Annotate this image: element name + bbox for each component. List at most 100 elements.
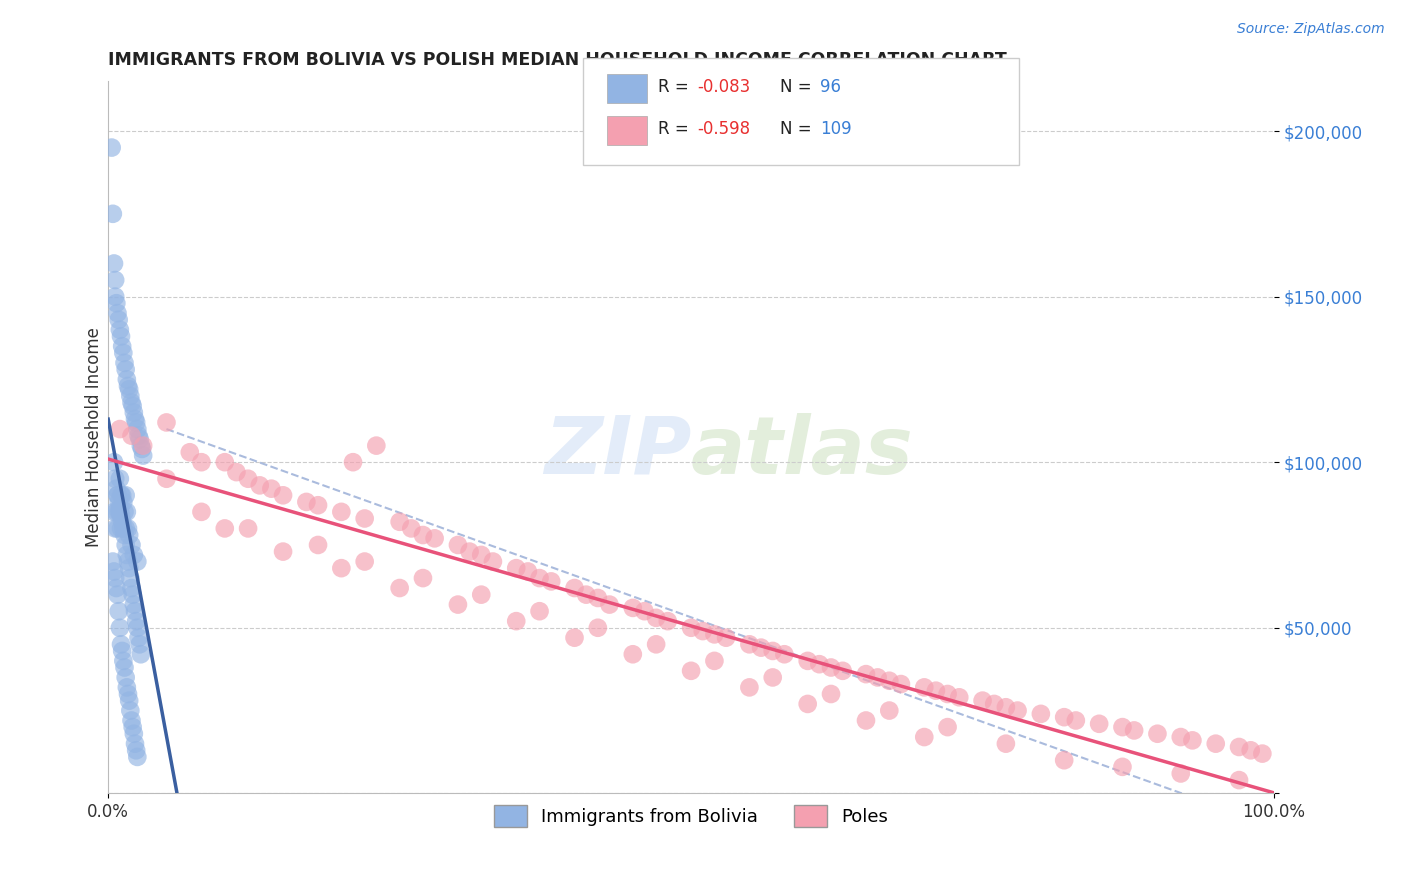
Point: [505, 561, 527, 575]
Point: [983, 697, 1005, 711]
Point: [114, 660, 136, 674]
Point: [114, 521, 136, 535]
Point: [190, 455, 212, 469]
Point: [879, 704, 901, 718]
Point: [330, 561, 353, 575]
Point: [111, 339, 134, 353]
Point: [114, 538, 136, 552]
Point: [271, 488, 294, 502]
Point: [114, 356, 136, 370]
Point: [1064, 714, 1087, 728]
Point: [128, 432, 150, 446]
Point: [108, 621, 131, 635]
Point: [1240, 743, 1263, 757]
Text: N =: N =: [780, 120, 817, 137]
Point: [112, 521, 135, 535]
Point: [762, 644, 785, 658]
Point: [131, 442, 153, 456]
Point: [994, 737, 1017, 751]
Point: [936, 687, 959, 701]
Point: [703, 627, 725, 641]
Point: [749, 640, 772, 655]
Point: [879, 673, 901, 688]
Point: [120, 389, 142, 403]
Point: [1053, 710, 1076, 724]
Point: [103, 455, 125, 469]
Point: [831, 664, 853, 678]
Legend: Immigrants from Bolivia, Poles: Immigrants from Bolivia, Poles: [486, 797, 896, 834]
Point: [107, 495, 129, 509]
Point: [104, 521, 127, 535]
Point: [412, 571, 434, 585]
Point: [621, 600, 644, 615]
Text: N =: N =: [780, 78, 817, 95]
Point: [190, 505, 212, 519]
Point: [125, 743, 148, 757]
Point: [107, 306, 129, 320]
Point: [738, 681, 761, 695]
Point: [470, 588, 492, 602]
Point: [214, 521, 236, 535]
Point: [118, 528, 141, 542]
Point: [738, 637, 761, 651]
Point: [122, 727, 145, 741]
Point: [586, 621, 609, 635]
Point: [1123, 723, 1146, 738]
Point: [111, 644, 134, 658]
Point: [925, 683, 948, 698]
Point: [110, 329, 132, 343]
Point: [122, 548, 145, 562]
Point: [117, 379, 139, 393]
Point: [866, 670, 889, 684]
Point: [505, 614, 527, 628]
Point: [104, 472, 127, 486]
Point: [994, 700, 1017, 714]
Point: [120, 704, 142, 718]
Point: [796, 654, 818, 668]
Point: [447, 598, 470, 612]
Point: [121, 588, 143, 602]
Point: [855, 667, 877, 681]
Point: [117, 521, 139, 535]
Point: [120, 571, 142, 585]
Point: [972, 693, 994, 707]
Point: [122, 405, 145, 419]
Point: [121, 538, 143, 552]
Point: [1007, 704, 1029, 718]
Point: [129, 647, 152, 661]
Point: [1251, 747, 1274, 761]
Text: -0.598: -0.598: [697, 120, 751, 137]
Point: [645, 611, 668, 625]
Point: [117, 555, 139, 569]
Point: [260, 482, 283, 496]
Point: [1205, 737, 1227, 751]
Point: [128, 428, 150, 442]
Point: [115, 372, 138, 386]
Point: [121, 428, 143, 442]
Point: [121, 581, 143, 595]
Point: [225, 465, 247, 479]
Point: [179, 445, 201, 459]
Point: [1170, 730, 1192, 744]
Point: [1227, 739, 1250, 754]
Point: [353, 511, 375, 525]
Point: [621, 647, 644, 661]
Point: [129, 439, 152, 453]
Point: [118, 561, 141, 575]
Point: [110, 488, 132, 502]
Point: [105, 505, 128, 519]
Point: [401, 521, 423, 535]
Point: [1029, 706, 1052, 721]
Point: [633, 604, 655, 618]
Point: [108, 472, 131, 486]
Point: [1111, 760, 1133, 774]
Point: [107, 521, 129, 535]
Point: [100, 140, 122, 154]
Point: [236, 521, 259, 535]
Point: [115, 548, 138, 562]
Point: [575, 588, 598, 602]
Point: [714, 631, 737, 645]
Point: [108, 422, 131, 436]
Point: [105, 581, 128, 595]
Point: [657, 614, 679, 628]
